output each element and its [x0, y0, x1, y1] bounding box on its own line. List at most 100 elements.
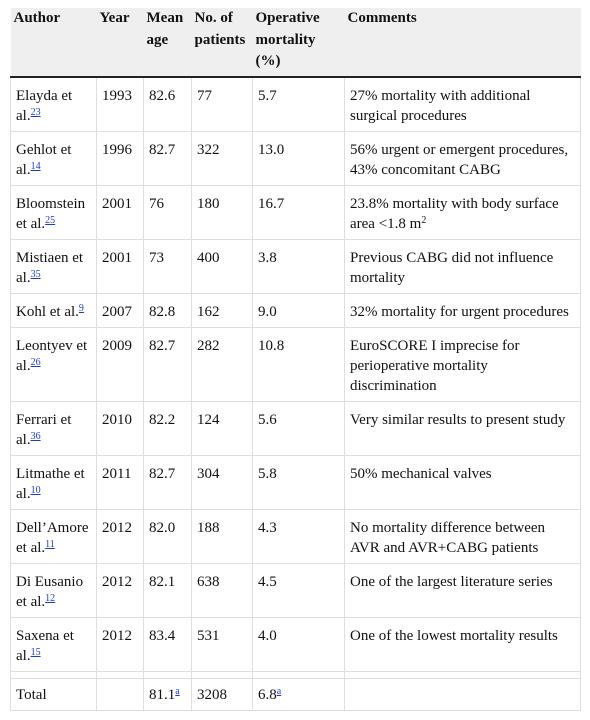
year-cell: 2012: [96, 563, 144, 618]
reference-link[interactable]: 25: [45, 214, 56, 226]
reference-link[interactable]: 36: [30, 430, 41, 442]
mean-age-cell: 82.0: [143, 509, 192, 564]
table-row: Dell’Amore et al.11 2012 82.0 188 4.3 No mort…: [10, 509, 581, 564]
patients-cell: 282: [191, 327, 253, 402]
comment-text: One of the largest literature series: [350, 573, 553, 590]
table-row: Gehlot et al.14 1996 82.7 322 13.0 56% urgent…: [10, 131, 581, 186]
patients-cell: 638: [191, 563, 253, 618]
reference-link[interactable]: 35: [30, 268, 41, 280]
mean-age-cell: 82.7: [143, 455, 192, 510]
patients-cell: 400: [191, 239, 253, 294]
header-comments: Comments: [344, 8, 581, 78]
author-cell: Gehlot et al.14: [10, 131, 97, 186]
author-name: Dell’Amore et al.: [16, 519, 89, 556]
patients-cell: 180: [191, 185, 253, 240]
comment-text: EuroSCORE I imprecise for perioperative …: [350, 337, 520, 394]
mortality-cell: 5.8: [252, 455, 345, 510]
footnote-link[interactable]: a: [175, 685, 180, 697]
total-mortality-cell: 6.8a: [252, 678, 345, 711]
total-age: 81.1: [149, 686, 176, 703]
comment-cell: Very similar results to present study: [344, 401, 581, 456]
total-label: Total: [10, 678, 97, 711]
reference-link[interactable]: 11: [45, 538, 55, 550]
comment-text: One of the lowest mortality results: [350, 627, 558, 644]
mortality-cell: 16.7: [252, 185, 345, 240]
patients-cell: 322: [191, 131, 253, 186]
author-name: Mistiaen et al.: [16, 249, 84, 286]
reference-link[interactable]: 10: [30, 484, 41, 496]
table-container: Author Year Mean age No. of patients Ope…: [10, 8, 581, 711]
mean-age-cell: 73: [143, 239, 192, 294]
year-cell: 1996: [96, 131, 144, 186]
reference-link[interactable]: 9: [78, 302, 84, 314]
patients-cell: 162: [191, 293, 253, 328]
comment-text: Very similar results to present study: [350, 411, 566, 428]
author-name: Elayda et al.: [16, 87, 73, 124]
mortality-cell: 5.6: [252, 401, 345, 456]
author-name: Gehlot et al.: [16, 141, 72, 178]
author-cell: Dell’Amore et al.11: [10, 509, 97, 564]
author-name: Leontyev et al.: [16, 337, 88, 374]
author-cell: Di Eusanio et al.12: [10, 563, 97, 618]
mortality-cell: 3.8: [252, 239, 345, 294]
header-author: Author: [10, 8, 97, 78]
comment-text: 56% urgent or emergent procedures, 43% c…: [350, 141, 569, 178]
table-row: Saxena et al.15 2012 83.4 531 4.0 One of the …: [10, 617, 581, 672]
mean-age-cell: 82.7: [143, 131, 192, 186]
author-cell: Mistiaen et al.35: [10, 239, 97, 294]
reference-link[interactable]: 12: [45, 592, 56, 604]
mean-age-cell: 83.4: [143, 617, 192, 672]
mortality-cell: 9.0: [252, 293, 345, 328]
comment-cell: One of the lowest mortality results: [344, 617, 581, 672]
year-cell: 2001: [96, 239, 144, 294]
mortality-cell: 13.0: [252, 131, 345, 186]
year-cell: 2010: [96, 401, 144, 456]
total-patients: 3208: [191, 678, 253, 711]
author-cell: Kohl et al.9: [10, 293, 97, 328]
comment-cell: 27% mortality with additional surgical p…: [344, 76, 581, 132]
reference-link[interactable]: 26: [30, 356, 41, 368]
table-row: Leontyev et al.26 2009 82.7 282 10.8 EuroSCOR…: [10, 327, 581, 402]
author-cell: Bloomstein et al.25: [10, 185, 97, 240]
total-comment-cell: [344, 678, 581, 711]
reference-link[interactable]: 15: [30, 646, 41, 658]
reference-link[interactable]: 14: [30, 160, 41, 172]
comment-cell: 23.8% mortality with body surface area <…: [344, 185, 581, 240]
patients-cell: 124: [191, 401, 253, 456]
mortality-cell: 10.8: [252, 327, 345, 402]
year-cell: 1993: [96, 76, 144, 132]
header-mortality: Operative mortality (%): [252, 8, 345, 78]
author-cell: Saxena et al.15: [10, 617, 97, 672]
footnote-link[interactable]: a: [276, 685, 282, 697]
comment-cell: Previous CABG did not influence mortalit…: [344, 239, 581, 294]
mortality-cell: 4.5: [252, 563, 345, 618]
mean-age-cell: 82.1: [143, 563, 192, 618]
comment-text: 27% mortality with additional surgical p…: [350, 87, 531, 124]
comment-cell: One of the largest literature series: [344, 563, 581, 618]
header-mean-age: Mean age: [143, 8, 192, 78]
author-cell: Litmathe et al.10: [10, 455, 97, 510]
author-name: Ferrari et al.: [16, 411, 72, 448]
patients-cell: 188: [191, 509, 253, 564]
reference-link[interactable]: 23: [30, 106, 41, 118]
author-cell: Elayda et al.23: [10, 76, 97, 132]
mean-age-cell: 82.2: [143, 401, 192, 456]
total-age-cell: 81.1a: [143, 678, 192, 711]
author-cell: Leontyev et al.26: [10, 327, 97, 402]
comment-text: 50% mechanical valves: [350, 465, 492, 482]
author-cell: Ferrari et al.36: [10, 401, 97, 456]
mean-age-cell: 76: [143, 185, 192, 240]
comment-cell: EuroSCORE I imprecise for perioperative …: [344, 327, 581, 402]
author-name: Saxena et al.: [16, 627, 74, 664]
mortality-cell: 5.7: [252, 76, 345, 132]
year-cell: 2012: [96, 509, 144, 564]
comment-cell: 32% mortality for urgent procedures: [344, 293, 581, 328]
year-cell: 2007: [96, 293, 144, 328]
literature-table: Author Year Mean age No. of patients Ope…: [10, 8, 581, 711]
patients-cell: 77: [191, 76, 253, 132]
mortality-cell: 4.3: [252, 509, 345, 564]
mortality-cell: 4.0: [252, 617, 345, 672]
spacer-row: [10, 671, 581, 679]
mean-age-cell: 82.7: [143, 327, 192, 402]
table-row: Mistiaen et al.35 2001 73 400 3.8 Previous CA…: [10, 239, 581, 294]
